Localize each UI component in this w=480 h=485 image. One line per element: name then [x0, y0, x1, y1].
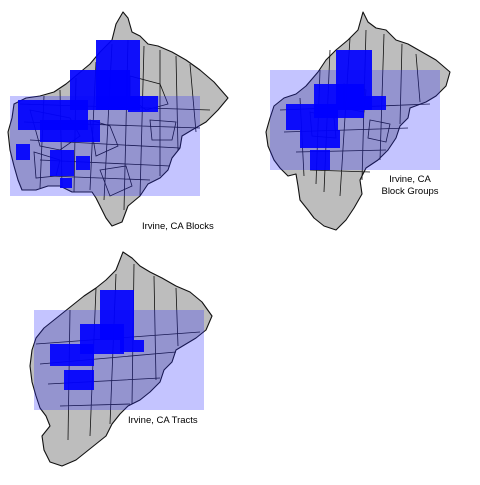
blocks-map: [7, 11, 229, 227]
block-groups-map: [265, 11, 451, 231]
map-panel-blocks: Irvine, CA Blocks: [0, 0, 240, 240]
map-panel-tracts: Irvine, CA Tracts: [0, 240, 240, 480]
population-dots: [34, 290, 204, 410]
caption-line: Block Groups: [381, 186, 439, 197]
caption-line: Irvine, CA: [389, 174, 431, 185]
tracts-map: [29, 251, 213, 467]
map-panel-block-groups: Irvine, CA Block Groups: [240, 0, 480, 240]
population-dots: [270, 50, 440, 170]
caption-tracts: Irvine, CA Tracts: [128, 415, 198, 427]
caption-block-groups: Irvine, CA Block Groups: [376, 174, 444, 198]
population-dots: [10, 40, 200, 196]
caption-blocks: Irvine, CA Blocks: [142, 221, 214, 233]
irvine-outline: [29, 251, 213, 467]
irvine-outline: [265, 11, 451, 231]
caption-line: Irvine, CA Tracts: [128, 415, 198, 426]
caption-line: Irvine, CA Blocks: [142, 221, 214, 232]
